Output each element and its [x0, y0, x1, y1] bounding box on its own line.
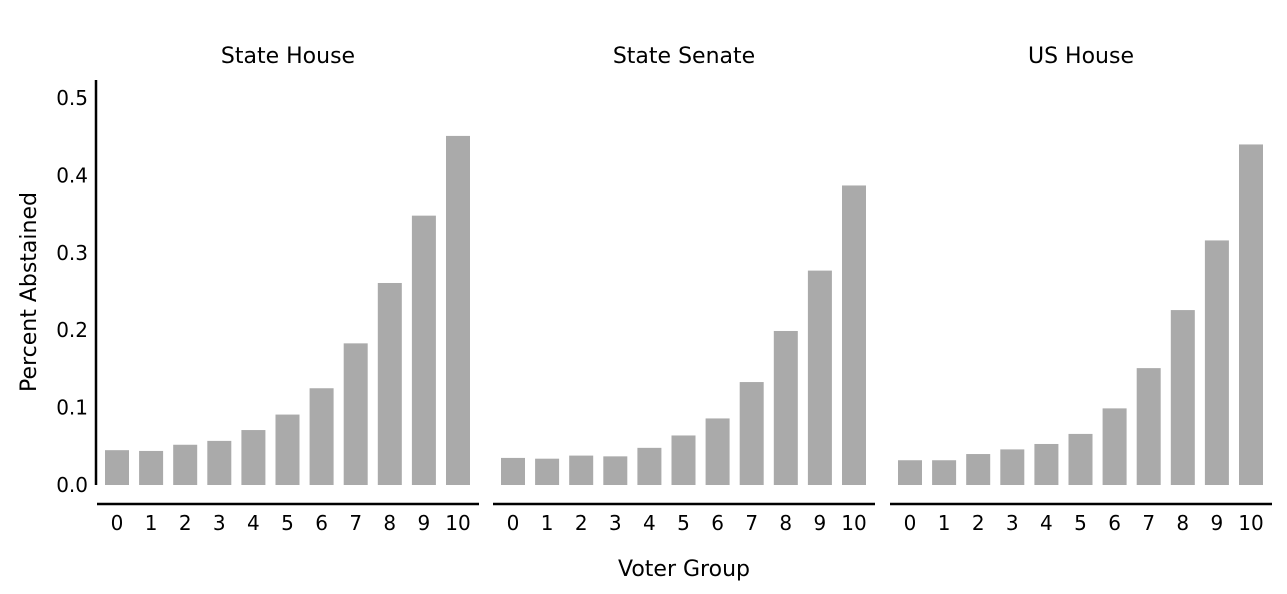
bar [207, 440, 232, 485]
bar [241, 430, 266, 485]
x-tick-label: 1 [145, 511, 158, 535]
bar [501, 457, 525, 485]
y-tick-label: 0.3 [56, 241, 88, 265]
bar [411, 215, 436, 485]
bar [139, 450, 164, 485]
bar [807, 270, 832, 485]
y-tick-label: 0.1 [56, 396, 88, 420]
bar [275, 414, 300, 485]
x-tick-label: 0 [904, 511, 917, 535]
x-tick-label: 5 [281, 511, 294, 535]
x-tick-label: 1 [541, 511, 554, 535]
bar [105, 450, 129, 485]
x-tick-label: 3 [213, 511, 226, 535]
bar [343, 343, 368, 485]
bar [773, 330, 798, 485]
x-tick-label: 2 [972, 511, 985, 535]
x-tick-label: 7 [1142, 511, 1155, 535]
bar [1170, 310, 1195, 485]
x-tick-label: 8 [1176, 511, 1189, 535]
panel-title: State Senate [613, 44, 755, 69]
bar [932, 460, 957, 485]
bar [898, 460, 922, 485]
bar [309, 388, 334, 485]
bar [1000, 449, 1025, 485]
x-tick-label: 10 [445, 511, 470, 535]
x-tick-label: 8 [779, 511, 792, 535]
bar [1204, 240, 1229, 485]
y-tick-label: 0.0 [56, 473, 88, 497]
chart-panel: State Senate 0 1 2 3 4 5 6 7 8 9 10 [493, 44, 875, 535]
x-tick-label: 2 [179, 511, 192, 535]
chart-panel: State House 0 1 2 3 4 5 6 7 8 9 10 [97, 44, 479, 535]
y-tick-label: 0.5 [56, 86, 88, 110]
y-tick-label: 0.2 [56, 318, 88, 342]
x-tick-label: 1 [938, 511, 951, 535]
x-tick-label: 7 [745, 511, 758, 535]
x-tick-label: 5 [677, 511, 690, 535]
x-tick-label: 6 [1108, 511, 1121, 535]
bar [739, 382, 764, 485]
bar [535, 458, 560, 485]
x-axis-title: Voter Group [618, 557, 750, 582]
chart-panel: US House 0 1 2 3 4 5 6 7 8 9 10 [890, 44, 1272, 535]
x-tick-label: 7 [349, 511, 362, 535]
bar [671, 435, 696, 485]
bar [446, 135, 470, 485]
x-tick-label: 0 [507, 511, 520, 535]
bar [705, 418, 730, 485]
x-tick-label: 10 [1238, 511, 1263, 535]
x-tick-label: 9 [1211, 511, 1224, 535]
bar [603, 456, 628, 485]
y-tick-label: 0.4 [56, 163, 88, 187]
bar [966, 454, 991, 485]
x-tick-label: 3 [609, 511, 622, 535]
x-tick-label: 6 [711, 511, 724, 535]
x-tick-label: 5 [1074, 511, 1087, 535]
panel-title: State House [221, 44, 355, 69]
bar [377, 282, 402, 485]
panel-title: US House [1028, 44, 1134, 69]
x-tick-label: 8 [383, 511, 396, 535]
bar [842, 185, 866, 485]
bar [1239, 144, 1263, 485]
x-tick-label: 10 [841, 511, 866, 535]
bar [1136, 368, 1161, 485]
y-axis: 0.0 0.1 0.2 0.3 0.4 0.5 [56, 80, 98, 497]
bar [1068, 433, 1093, 485]
y-axis-title: Percent Abstained [17, 192, 42, 392]
x-tick-label: 6 [315, 511, 328, 535]
x-tick-label: 3 [1006, 511, 1019, 535]
bar [637, 447, 662, 485]
x-tick-label: 4 [1040, 511, 1053, 535]
bar [569, 455, 594, 485]
x-tick-label: 9 [418, 511, 431, 535]
x-tick-label: 0 [111, 511, 124, 535]
x-tick-label: 4 [643, 511, 656, 535]
bar [1034, 443, 1059, 485]
bar [1102, 408, 1127, 485]
x-tick-label: 9 [814, 511, 827, 535]
bar [173, 444, 198, 485]
x-tick-label: 2 [575, 511, 588, 535]
x-tick-label: 4 [247, 511, 260, 535]
